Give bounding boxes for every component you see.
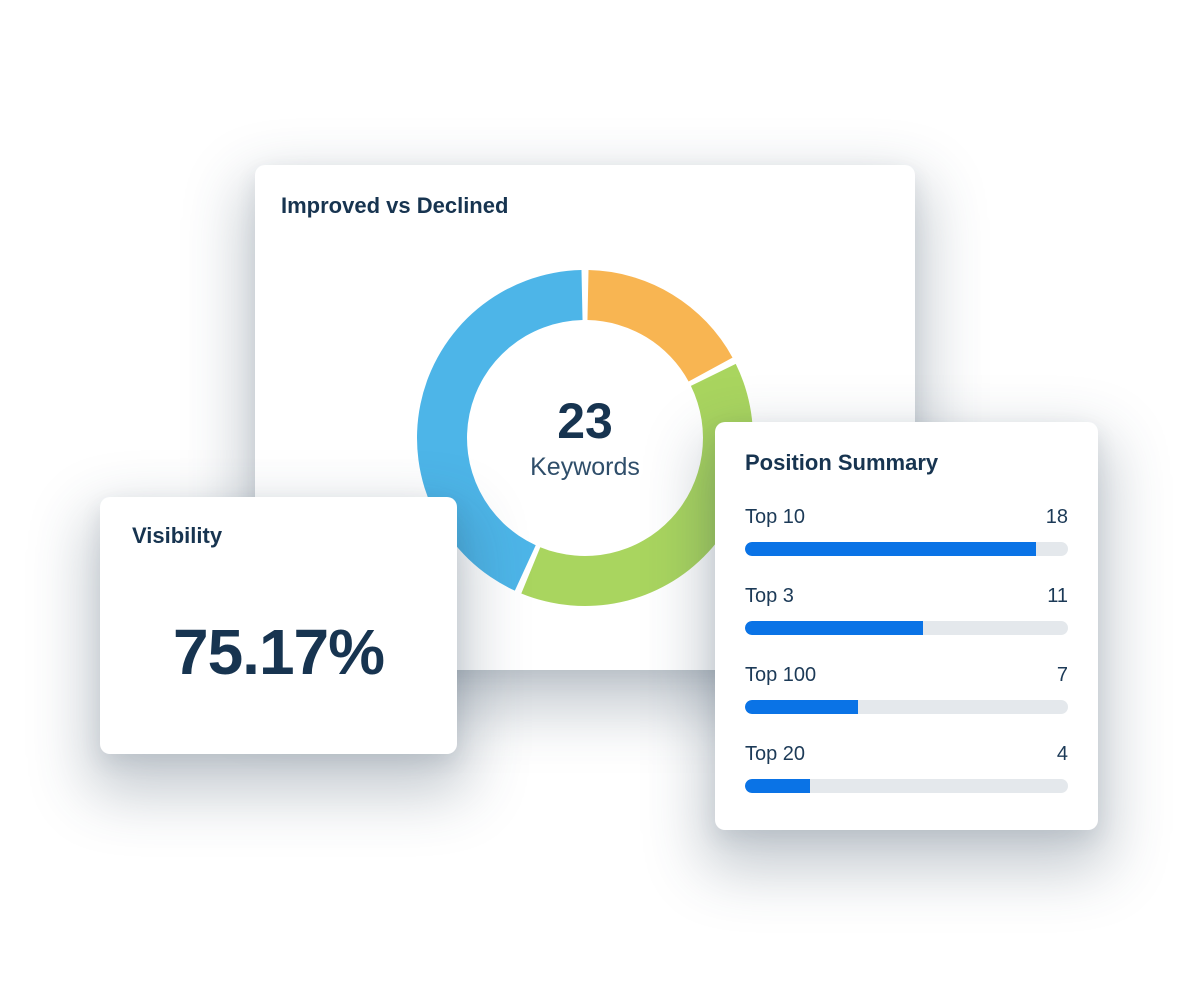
position-summary-rows: Top 10 18 Top 3 11 Top 100 7 Top 20 4	[745, 506, 1068, 793]
position-row-head: Top 20 4	[745, 743, 1068, 766]
position-row-value: 18	[1045, 506, 1068, 528]
position-row: Top 3 11	[745, 585, 1068, 635]
position-progress-fill	[745, 621, 923, 635]
position-summary-title: Position Summary	[745, 450, 939, 475]
position-progress-track	[745, 542, 1068, 556]
position-progress-fill	[745, 779, 810, 793]
position-row: Top 100 7	[745, 664, 1068, 714]
visibility-title: Visibility	[132, 523, 223, 548]
position-row: Top 10 18	[745, 506, 1068, 556]
position-row-head: Top 10 18	[745, 506, 1068, 529]
position-row-label: Top 10	[745, 506, 806, 528]
position-progress-track	[745, 779, 1068, 793]
position-progress-track	[745, 621, 1068, 635]
position-progress-track	[745, 700, 1068, 714]
donut-orange-segment	[587, 270, 733, 382]
position-row-label: Top 20	[745, 743, 806, 765]
visibility-value: 75.17%	[172, 616, 385, 688]
donut-blue-segment	[417, 270, 583, 591]
donut-chart: 23 Keywords	[415, 268, 755, 608]
position-row-head: Top 100 7	[745, 664, 1068, 687]
position-progress-fill	[745, 542, 1036, 556]
position-row-label: Top 3	[745, 585, 794, 607]
visibility-card: Visibility 75.17%	[100, 497, 457, 754]
position-row-head: Top 3 11	[745, 585, 1068, 608]
position-row-value: 4	[1056, 743, 1068, 765]
position-row: Top 20 4	[745, 743, 1068, 793]
donut-green-segment	[521, 363, 753, 607]
improved-vs-declined-title: Improved vs Declined	[281, 193, 509, 218]
position-summary-card: Position Summary Top 10 18 Top 3 11 Top 100 7…	[715, 422, 1098, 830]
position-row-value: 11	[1047, 585, 1068, 607]
position-row-label: Top 100	[745, 664, 817, 686]
position-row-value: 7	[1056, 664, 1068, 686]
position-progress-fill	[745, 700, 859, 714]
donut-chart-svg	[417, 270, 753, 607]
